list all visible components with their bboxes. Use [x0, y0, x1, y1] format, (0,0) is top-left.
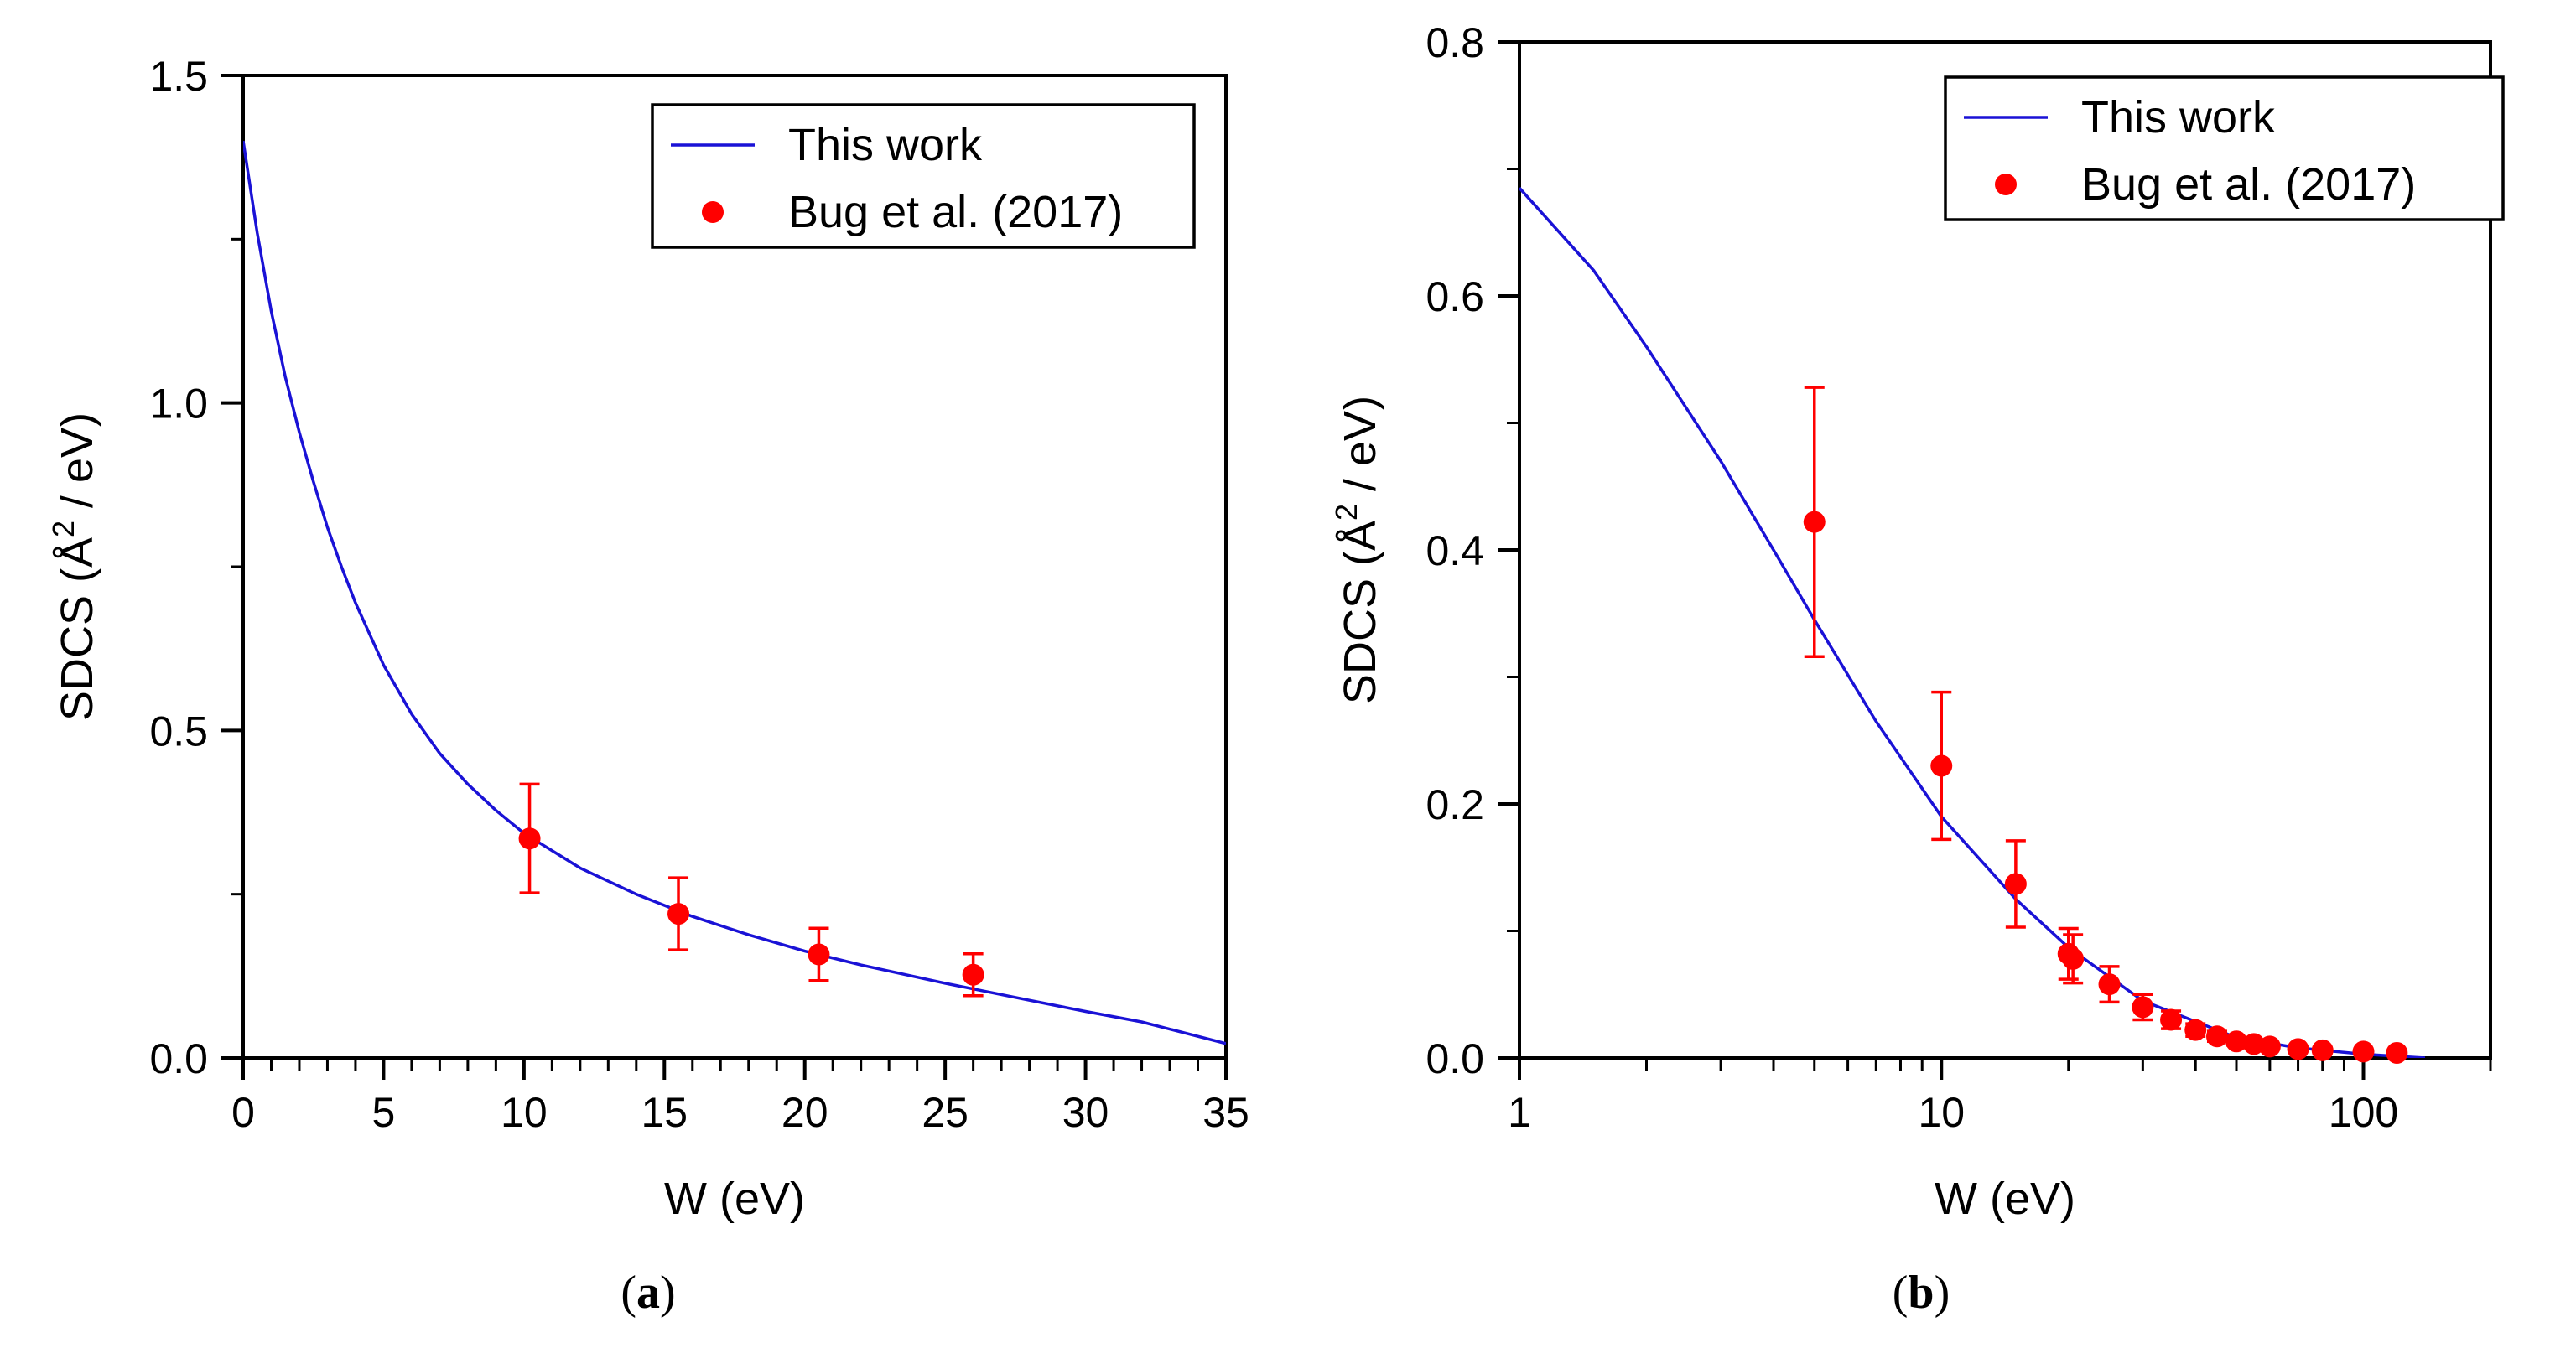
series-line-this-work — [243, 140, 1226, 1045]
legend-swatch-marker — [702, 201, 724, 223]
y-axis-label-superscript: 2 — [1329, 504, 1363, 521]
x-tick-label: 10 — [501, 1089, 548, 1136]
legend-box — [651, 103, 1196, 249]
y-tick-label: 0.6 — [1426, 273, 1484, 320]
panel-caption: (b) — [1893, 1267, 1950, 1319]
y-tick-label: 0.0 — [149, 1035, 208, 1082]
x-tick-label: 35 — [1202, 1089, 1249, 1136]
x-axis-label: W (eV) — [1935, 1174, 2075, 1224]
legend-label: Bug et al. (2017) — [2081, 159, 2416, 210]
data-point-bug-2017 — [2225, 1030, 2248, 1053]
data-point-bug-2017 — [2184, 1019, 2207, 1041]
x-tick-label: 20 — [782, 1089, 828, 1136]
y-axis-label: SDCS (Å2 / eV) — [1329, 396, 1385, 704]
data-point-bug-2017 — [1803, 511, 1826, 533]
data-point-bug-2017 — [2311, 1039, 2334, 1061]
x-axis-label: W (eV) — [664, 1174, 805, 1224]
y-axis-label-tail: / eV) — [52, 412, 102, 521]
y-axis-label: SDCS (Å2 / eV) — [46, 412, 102, 721]
panel-b: 1 10 100 0.0 0.2 0.4 0.6 0.8 W (eV) SDCS (Å2 / eV… — [1329, 19, 2505, 1319]
series-line-this-work — [1519, 187, 2426, 1058]
legend-box — [1944, 75, 2505, 221]
data-point-bug-2017 — [1930, 754, 1953, 777]
panel-a: 0 5 10 15 20 25 30 35 0.0 0.5 1.0 1.5 W (eV) SDCS (Å2… — [46, 53, 1249, 1319]
y-tick-label: 1.0 — [149, 381, 208, 428]
y-axis-label-tail: / eV) — [1335, 396, 1385, 504]
legend-label: Bug et al. (2017) — [788, 187, 1123, 237]
y-tick-label: 0.0 — [1426, 1035, 1484, 1082]
y-axis-label-main: SDCS (Å — [1335, 521, 1385, 704]
panel-caption: (a) — [621, 1267, 675, 1319]
data-point-bug-2017 — [667, 903, 690, 925]
y-tick-label: 0.5 — [149, 708, 208, 754]
data-point-bug-2017 — [2098, 973, 2121, 996]
y-axis-label-main: SDCS (Å — [52, 537, 102, 721]
data-point-bug-2017 — [2205, 1025, 2228, 1048]
x-tick-label: 1 — [1508, 1089, 1531, 1136]
data-point-bug-2017 — [2004, 873, 2027, 895]
y-tick-label: 0.8 — [1426, 19, 1484, 66]
data-point-bug-2017 — [2132, 996, 2154, 1019]
y-tick-label: 0.2 — [1426, 781, 1484, 828]
data-point-bug-2017 — [2386, 1041, 2408, 1064]
data-point-bug-2017 — [808, 943, 830, 966]
x-tick-label: 25 — [922, 1089, 969, 1136]
x-tick-label: 30 — [1062, 1089, 1109, 1136]
data-point-bug-2017 — [518, 827, 541, 850]
legend-label: This work — [2081, 92, 2276, 143]
x-tick-label: 10 — [1918, 1089, 1965, 1136]
data-point-bug-2017 — [2258, 1035, 2281, 1058]
legend-label: This work — [788, 120, 983, 170]
y-tick-label: 1.5 — [149, 53, 208, 100]
data-point-bug-2017 — [962, 963, 984, 986]
x-tick-label: 15 — [641, 1089, 688, 1136]
y-axis-label-superscript: 2 — [46, 521, 80, 537]
x-tick-label: 100 — [2329, 1089, 2398, 1136]
data-point-bug-2017 — [2352, 1040, 2375, 1063]
y-tick-label: 0.4 — [1426, 527, 1484, 574]
data-point-bug-2017 — [2062, 947, 2085, 970]
data-point-bug-2017 — [2287, 1038, 2309, 1060]
legend-swatch-marker — [1995, 174, 2017, 195]
x-tick-label: 0 — [231, 1089, 255, 1136]
data-point-bug-2017 — [2160, 1008, 2183, 1031]
x-tick-label: 5 — [372, 1089, 396, 1136]
